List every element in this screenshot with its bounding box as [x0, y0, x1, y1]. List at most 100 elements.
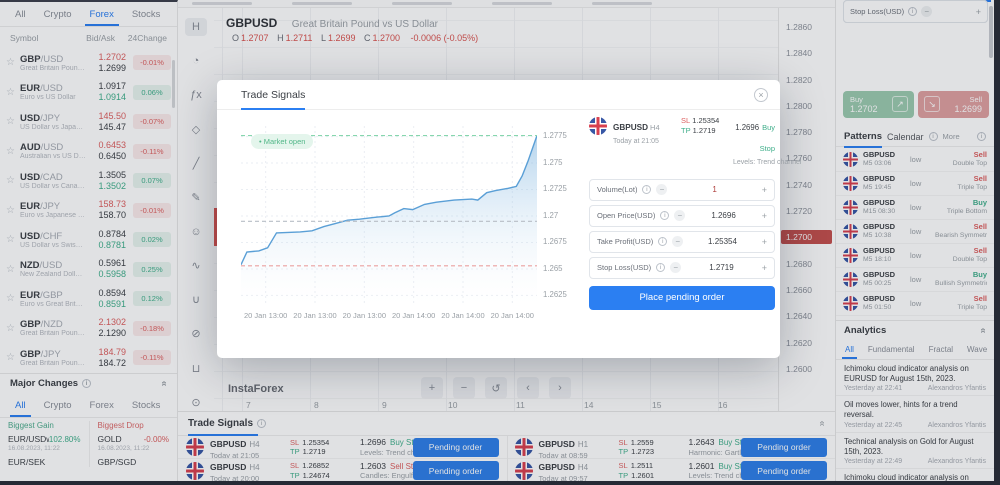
decrement-icon[interactable]: −	[672, 236, 684, 248]
trade-signal-row[interactable]: GBPUSD H4 Today at 21:05 SL 1.25354 TP 1.27…	[178, 436, 507, 459]
favorite-star-icon[interactable]: ☆	[6, 57, 15, 69]
watchlist-row[interactable]: ☆ AUD/USD Australian vs US Dollar 0.6453…	[0, 137, 177, 167]
analytics-item[interactable]: Ichimoku cloud indicator analysis on USD…	[836, 469, 994, 481]
analytics-tab[interactable]: All	[838, 340, 861, 359]
pending-order-button[interactable]: Pending order	[741, 437, 827, 457]
watchlist-row[interactable]: ☆ GBP/JPY Great Britain Pound vs Japa...…	[0, 343, 177, 373]
watchlist-row[interactable]: ☆ USD/CHF US Dollar vs Swiss Franc 0.878…	[0, 225, 177, 255]
watchlist-row[interactable]: ☆ EUR/USD Euro vs US Dollar 1.0917 1.091…	[0, 78, 177, 108]
major-changes-tab[interactable]: All	[6, 393, 35, 417]
analytics-item-title[interactable]: Oil moves lower, hints for a trend rever…	[844, 400, 958, 420]
pattern-row[interactable]: GBPUSD M5 03:06 low Sell Double Top	[836, 148, 994, 172]
increment-icon[interactable]: +	[761, 184, 767, 195]
drop-next-symbol[interactable]: GBP/SGD	[97, 457, 137, 467]
pan-right-icon[interactable]: ›	[549, 377, 571, 399]
analytics-tab[interactable]: Fractal	[928, 345, 954, 354]
increment-icon[interactable]: +	[761, 210, 767, 221]
increment-icon[interactable]: +	[761, 262, 767, 273]
drop-symbol[interactable]: GOLD	[97, 434, 122, 444]
gain-next-symbol[interactable]: EUR/SEK	[8, 457, 46, 467]
tab-patterns[interactable]: Patterns	[844, 131, 883, 148]
analytics-tab[interactable]: Wave	[967, 345, 988, 354]
pattern-row[interactable]: GBPUSD M15 08:30 low Buy Triple Bottom	[836, 196, 994, 220]
trade-signal-row[interactable]: GBPUSD H4 Today at 09:57 SL 1.2511 TP 1.260…	[507, 459, 836, 482]
info-icon[interactable]: i	[928, 132, 938, 141]
time-interval-icon[interactable]: ◔	[192, 54, 200, 67]
info-icon[interactable]: i	[908, 7, 918, 16]
zoom-out-icon[interactable]: −	[453, 377, 475, 399]
watchlist-row[interactable]: ☆ USD/JPY US Dollar vs Japanese Yen 145.…	[0, 107, 177, 137]
place-pending-order-button[interactable]: Place pending order	[589, 285, 775, 310]
modal-field-value[interactable]: 1	[712, 185, 717, 195]
watchlist-tab[interactable]: Crypto	[43, 8, 72, 20]
modal-form-row[interactable]: Open Price(USD) i − 1.2696 +	[589, 204, 775, 227]
favorite-star-icon[interactable]: ☆	[6, 86, 15, 98]
screenshot-icon[interactable]: ⊙	[191, 396, 201, 409]
pattern-row[interactable]: GBPUSD M5 19:45 low Sell Triple Top	[836, 172, 994, 196]
decrement-icon[interactable]: −	[656, 184, 668, 196]
patterns-more-link[interactable]: More	[942, 132, 960, 141]
info-icon[interactable]: i	[660, 211, 670, 221]
analytics-item[interactable]: Ichimoku cloud indicator analysis on EUR…	[836, 360, 994, 397]
modal-field-value[interactable]: 1.2719	[709, 263, 734, 273]
major-changes-tab[interactable]: Crypto	[43, 399, 72, 411]
modal-form-row[interactable]: Take Profit(USD) i − 1.25354 +	[589, 230, 775, 253]
brush-icon[interactable]: ✎	[191, 191, 201, 204]
pending-order-button[interactable]: Pending order	[741, 461, 827, 480]
pattern-row[interactable]: GBPUSD M5 00:25 low Buy Bullish Symmetri…	[836, 268, 994, 292]
pattern-row[interactable]: GBPUSD M5 18:10 low Sell Double Top	[836, 244, 994, 268]
favorite-star-icon[interactable]: ☆	[6, 263, 15, 275]
decrement-icon[interactable]: −	[674, 210, 686, 222]
increment-icon[interactable]: +	[761, 236, 767, 247]
zoom-in-icon[interactable]: +	[421, 377, 443, 399]
watchlist-tab[interactable]: Forex	[81, 2, 123, 26]
pending-order-button[interactable]: Pending order	[412, 437, 499, 457]
favorite-star-icon[interactable]: ☆	[6, 116, 15, 128]
trade-signal-row[interactable]: GBPUSD H1 Today at 08:59 SL 1.2559 TP 1.272…	[506, 436, 835, 459]
analytics-tab[interactable]: Fundamental	[867, 345, 915, 354]
emoji-icon[interactable]: ☺	[190, 225, 202, 238]
trend-line-icon[interactable]: ╱	[192, 157, 200, 170]
favorite-star-icon[interactable]: ☆	[6, 204, 15, 216]
major-changes-tab[interactable]: Forex	[89, 399, 114, 411]
order-form-row[interactable]: Stop Loss(USD) i − +	[843, 0, 988, 23]
info-icon[interactable]: i	[82, 379, 92, 388]
pattern-icon[interactable]: ∿	[191, 260, 201, 273]
panel-scrollbar[interactable]	[989, 6, 993, 58]
analytics-item-title[interactable]: Ichimoku cloud indicator analysis on USD…	[844, 473, 969, 481]
favorite-star-icon[interactable]: ☆	[6, 293, 15, 305]
modal-form-row[interactable]: Stop Loss(USD) i − 1.2719 +	[589, 256, 775, 279]
modal-field-value[interactable]: 1.25354	[708, 237, 737, 247]
favorite-star-icon[interactable]: ☆	[6, 234, 15, 246]
watchlist-row[interactable]: ☆ EUR/GBP Euro vs Great Britain Pound 0.…	[0, 284, 177, 314]
modal-title-tab[interactable]: Trade Signals	[241, 88, 306, 110]
tab-calendar[interactable]: Calendar	[887, 131, 924, 142]
watchlist-row[interactable]: ☆ NZD/USD New Zealand Dollar vs US Do...…	[0, 255, 177, 285]
remove-all-icon[interactable]: ⊔	[191, 362, 201, 375]
analytics-item-title[interactable]: Ichimoku cloud indicator analysis on EUR…	[844, 364, 969, 383]
modal-field-value[interactable]: 1.2696	[711, 211, 736, 221]
info-icon[interactable]: i	[658, 237, 668, 247]
watchlist-row[interactable]: ☆ GBP/USD Great Britain Pound vs US D...…	[0, 48, 177, 78]
price-axis[interactable]: 1.2860 1.2840 1.2820 1.2800 1.2780 1.276…	[778, 8, 835, 411]
pattern-row[interactable]: GBPUSD M5 10:38 low Sell Bearish Symmetr…	[836, 220, 994, 244]
decrement-icon[interactable]: −	[921, 6, 933, 17]
watchlist-row[interactable]: ☆ EUR/JPY Euro vs Japanese Yen 158.73 15…	[0, 196, 177, 226]
analytics-item-title[interactable]: Technical analysis on Gold for August 15…	[844, 436, 974, 456]
major-changes-tab[interactable]: Stocks	[131, 399, 161, 411]
hide-drawings-icon[interactable]: ⊘	[191, 328, 201, 341]
analytics-item[interactable]: Technical analysis on Gold for August 15…	[836, 433, 994, 470]
buy-button[interactable]: Buy 1.2702 ↗	[843, 91, 914, 118]
close-icon[interactable]: ×	[754, 88, 768, 102]
sell-button[interactable]: Sell 1.2699 ↘	[918, 91, 989, 118]
decrement-icon[interactable]: −	[670, 262, 682, 274]
info-icon[interactable]: i	[257, 419, 267, 428]
increment-icon[interactable]: +	[975, 6, 981, 17]
favorite-star-icon[interactable]: ☆	[6, 322, 15, 334]
pending-order-button[interactable]: Pending order	[412, 461, 499, 480]
favorite-star-icon[interactable]: ☆	[6, 175, 15, 187]
shapes-icon[interactable]: ◇	[191, 123, 201, 136]
modal-form-row[interactable]: Volume(Lot) i − 1 +	[589, 178, 775, 201]
watchlist-row[interactable]: ☆ GBP/NZD Great Britain Pound vs New ...…	[0, 314, 177, 344]
indicators-icon[interactable]: ƒx	[190, 89, 202, 102]
